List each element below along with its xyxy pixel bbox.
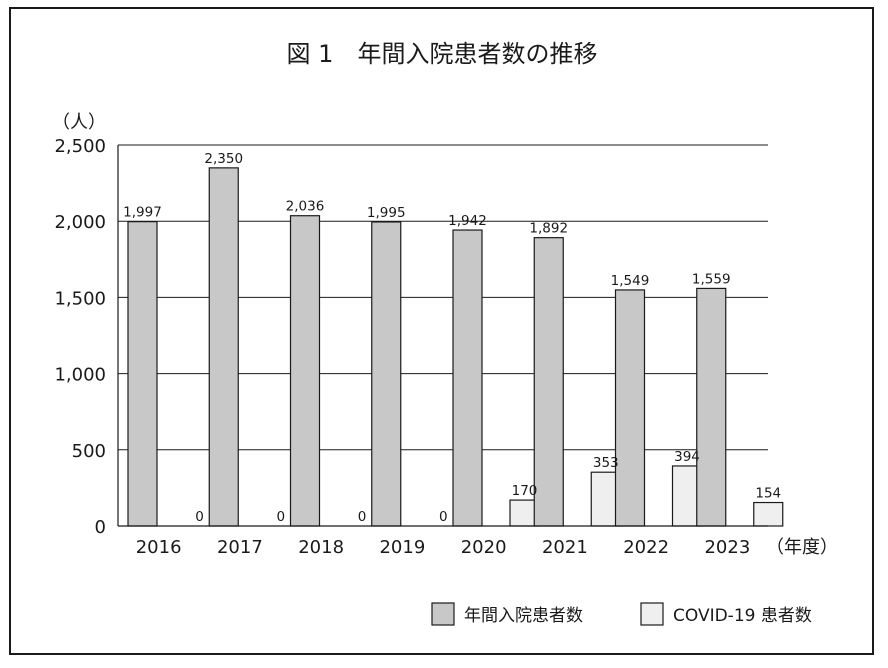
data-label-admissions-2018: 2,036: [286, 199, 325, 215]
y-axis-label: （人）: [52, 112, 106, 133]
bars: [127, 167, 784, 527]
y-tick-label-500: 500: [72, 441, 106, 462]
bar-admissions-2023: [696, 287, 727, 527]
data-label-admissions-2017: 2,350: [204, 151, 243, 167]
legend: 年間入院患者数 COVID-19 患者数: [431, 602, 812, 626]
data-label-covid-2023: 154: [755, 486, 781, 502]
x-tick-label-2017: 2017: [217, 537, 263, 558]
data-label-admissions-2016: 1,997: [123, 205, 162, 221]
x-tick-label-2019: 2019: [379, 537, 425, 558]
data-label-covid-2022: 394: [674, 449, 700, 465]
bar-admissions-2019: [371, 221, 402, 527]
data-label-admissions-2019: 1,995: [367, 205, 406, 221]
bar-covid-2023: [753, 501, 784, 527]
legend-swatch-admissions: [431, 602, 455, 626]
data-label-covid-2019: 0: [439, 509, 448, 525]
chart-title: 図 1 年間入院患者数の推移: [287, 40, 598, 68]
data-label-admissions-2022: 1,549: [611, 273, 650, 289]
legend-swatch-covid: [640, 602, 664, 626]
data-label-covid-2017: 0: [276, 509, 285, 525]
data-label-covid-2018: 0: [358, 509, 367, 525]
y-tick-label-2500: 2,500: [54, 136, 106, 157]
data-label-covid-2020: 170: [512, 483, 538, 499]
data-label-admissions-2020: 1,942: [448, 213, 487, 229]
bar-admissions-2020: [452, 229, 483, 527]
bar-admissions-2021: [533, 237, 564, 527]
y-tick-label-1000: 1,000: [54, 365, 106, 386]
y-tick-label-2000: 2,000: [54, 212, 106, 233]
data-label-admissions-2023: 1,559: [692, 271, 731, 287]
bar-admissions-2017: [208, 167, 239, 527]
x-tick-label-2016: 2016: [136, 537, 182, 558]
x-tick-label-2022: 2022: [623, 537, 669, 558]
bar-admissions-2022: [614, 289, 646, 527]
data-labels: 1,997 0 2,350 0 2,036 0 1,995 0 1,942 170 1,892 353…: [123, 151, 781, 525]
x-tick-label-2023: 2023: [704, 537, 750, 558]
legend-label-covid: COVID-19 患者数: [673, 606, 812, 626]
legend-label-admissions: 年間入院患者数: [464, 606, 583, 626]
y-tick-label-0: 0: [95, 517, 106, 538]
data-label-covid-2021: 353: [593, 455, 619, 471]
data-label-covid-2016: 0: [195, 509, 204, 525]
x-tick-label-2021: 2021: [542, 537, 588, 558]
x-axis-label: （年度）: [766, 537, 838, 558]
x-tick-label-2018: 2018: [298, 537, 344, 558]
bar-admissions-2018: [289, 215, 321, 527]
bar-admissions-2016: [127, 221, 158, 527]
axes: 0 500 1,000 1,500 2,000 2,500 2016 2017 2018 2019…: [54, 136, 768, 558]
data-label-admissions-2021: 1,892: [529, 221, 568, 237]
y-tick-label-1500: 1,500: [54, 288, 106, 309]
x-tick-label-2020: 2020: [461, 537, 507, 558]
